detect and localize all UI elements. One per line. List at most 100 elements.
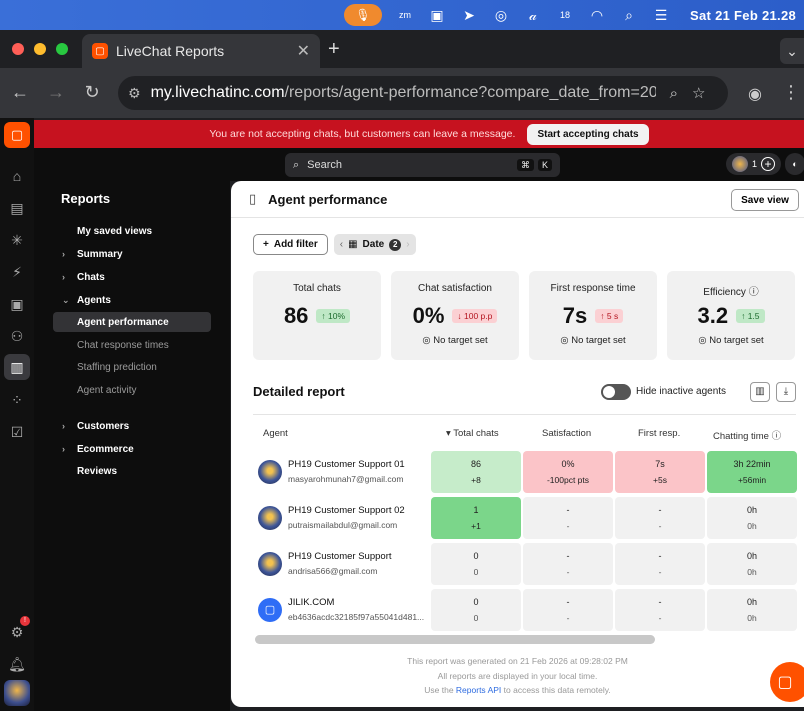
home-icon[interactable]: ⌂ <box>12 168 22 184</box>
automation-icon[interactable]: ⚡ <box>12 264 22 280</box>
address-bar[interactable]: ⚙ my.livechatinc.com/reports/agent-perfo… <box>118 76 728 110</box>
team-icon[interactable]: ⚇ <box>10 328 24 344</box>
settings-icon[interactable]: ⚙ <box>10 624 24 640</box>
chat-widget-button[interactable]: ▢ <box>770 662 804 702</box>
forward-button[interactable]: → <box>47 82 65 102</box>
chat-bubble-icon: ▢ <box>777 674 793 691</box>
apps-icon[interactable]: ⁘ <box>11 392 23 408</box>
profile-icon[interactable]: ◉ <box>748 86 762 103</box>
column-header-first-resp[interactable]: First resp. <box>638 428 681 439</box>
table-row[interactable]: PH19 Customer Support andrisa566@gmail.co… <box>258 551 392 576</box>
sidebar-item-customers[interactable]: › Customers <box>62 420 130 432</box>
agents-pill[interactable]: 1 + <box>726 153 782 175</box>
zoom-icon[interactable]: zm <box>399 10 412 20</box>
kpi-label: Total chats <box>293 283 341 294</box>
column-header-satisfaction[interactable]: Satisfaction <box>542 428 592 439</box>
cell-chatting-time: 0h 0h <box>707 497 797 539</box>
send-icon[interactable]: ➤ <box>463 6 475 23</box>
user-avatar[interactable] <box>4 680 30 706</box>
kpi-card-first-response-time[interactable]: First response time 7s ↑ 5 s ◎ No target … <box>529 271 657 360</box>
tab-close-icon[interactable]: ✕ <box>296 43 310 60</box>
window-close-button[interactable] <box>12 43 24 55</box>
window-zoom-button[interactable] <box>56 43 68 55</box>
sidebar-item-chats[interactable]: › Chats <box>62 271 105 283</box>
column-header-chatting-time[interactable]: Chatting time ⓘ <box>713 431 782 442</box>
table-row[interactable]: PH19 Customer Support 01 masyarohmunah7@g… <box>258 459 405 484</box>
chevron-left-icon[interactable]: ‹ <box>339 239 344 250</box>
column-header-total-chats[interactable]: ▾ Total chats <box>446 428 499 439</box>
kpi-card-efficiency[interactable]: Efficiency ⓘ 3.2 ↑ 1.5 ◎ No target set <box>667 271 795 360</box>
livechat-logo-icon[interactable]: ▢ <box>4 122 30 148</box>
control-center-icon[interactable]: ☰ <box>654 6 668 23</box>
reports-api-link[interactable]: Reports API <box>455 685 502 695</box>
back-button[interactable]: ← <box>11 82 29 102</box>
sidebar-item-chat-response-times[interactable]: Chat response times <box>77 339 169 351</box>
spotlight-search-icon[interactable]: ⌕ <box>625 6 633 23</box>
info-icon[interactable]: ⓘ <box>771 431 782 442</box>
wifi-icon[interactable]: ◠ <box>590 6 604 23</box>
footer-local-time: All reports are displayed in your local … <box>437 671 598 681</box>
sidebar-item-reviews[interactable]: Reviews <box>77 465 118 477</box>
microphone-icon[interactable]: 🎙 <box>344 4 383 26</box>
info-icon[interactable]: ⓘ <box>748 287 759 298</box>
archives-icon[interactable]: ▣ <box>10 296 24 312</box>
cell-first-resp: -- <box>615 497 705 539</box>
browser-tab[interactable]: ▢ LiveChat Reports ✕ <box>82 34 320 68</box>
date-filter-count: 2 <box>389 238 402 251</box>
sidebar-toggle-icon[interactable]: ▯ <box>249 191 257 206</box>
report-panel: ▯ Agent performance Save view + Add filte… <box>231 181 804 707</box>
sidebar-item-agents[interactable]: ⌄ Agents <box>62 294 111 306</box>
kpi-target[interactable]: ◎ No target set <box>560 335 626 346</box>
menubar-clock[interactable]: Sat 21 Feb 21.28 <box>690 7 796 23</box>
tab-search-button[interactable]: ⌄ <box>780 38 804 64</box>
table-row[interactable]: ▢ JILIK.COM eb4636acdc32185f97a55041d481.… <box>258 597 424 622</box>
kpi-target[interactable]: ◎ No target set <box>698 335 764 346</box>
notifications-bell-icon[interactable]: 🔔︎ <box>8 656 26 672</box>
window-minimize-button[interactable] <box>34 43 46 55</box>
global-search-input[interactable]: ⌕ Search ⌘ K <box>285 153 560 177</box>
reload-button[interactable]: ↻ <box>84 82 100 102</box>
bookmark-star-icon[interactable]: ☆ <box>691 85 706 102</box>
sidebar-item-agent-performance[interactable]: Agent performance <box>53 312 211 332</box>
cell-satisfaction: -- <box>523 497 613 539</box>
horizontal-scrollbar[interactable] <box>255 635 655 644</box>
ai-assistant-button[interactable]: ◐ <box>785 153 804 175</box>
sidebar-item-summary[interactable]: › Summary <box>62 248 123 260</box>
date-filter[interactable]: ‹ ▦ Date 2 › <box>333 234 416 255</box>
kpi-target[interactable]: ◎ No target set <box>422 335 488 346</box>
add-filter-button[interactable]: + Add filter <box>253 234 328 255</box>
download-icon[interactable]: ⤓ <box>776 382 796 402</box>
url-text[interactable]: my.livechatinc.com/reports/agent-perform… <box>150 84 656 101</box>
sidebar-item-staffing-prediction[interactable]: Staffing prediction <box>77 361 157 373</box>
sidebar-item-saved-views[interactable]: My saved views <box>77 225 153 237</box>
columns-icon[interactable]: ▥ <box>750 382 770 402</box>
add-icon[interactable]: + <box>761 157 776 171</box>
save-view-button[interactable]: Save view <box>731 189 799 211</box>
chevron-down-icon: ⌄ <box>62 294 70 305</box>
target-icon: ◎ <box>698 335 707 346</box>
search-shortcut: ⌘ K <box>513 159 552 171</box>
chats-icon[interactable]: ▤ <box>10 200 24 216</box>
site-info-icon[interactable]: ⚙ <box>128 84 141 101</box>
kpi-card-chat-satisfaction[interactable]: Chat satisfaction 0% ↓ 100 p.p ◎ No targe… <box>391 271 519 360</box>
chevron-right-icon[interactable]: › <box>406 239 410 250</box>
kpi-card-total-chats[interactable]: Total chats 86 ↑ 10% <box>253 271 381 360</box>
app-icon[interactable]: ▣ <box>430 6 444 23</box>
footer-generated: This report was generated on 21 Feb 2026… <box>407 656 628 666</box>
sidebar-item-agent-activity[interactable]: Agent activity <box>77 384 137 396</box>
browser-menu-icon[interactable]: ⋮ <box>782 82 800 102</box>
script-icon[interactable]: 𝒶 <box>529 6 537 23</box>
compass-icon[interactable]: ◎ <box>494 6 508 23</box>
new-tab-button[interactable]: + <box>328 38 340 60</box>
hide-inactive-toggle[interactable] <box>601 384 631 400</box>
reports-icon[interactable]: ▥ <box>10 359 24 375</box>
table-row[interactable]: PH19 Customer Support 02 putraismailabdul… <box>258 505 405 530</box>
start-accepting-chats-button[interactable]: Start accepting chats <box>527 123 649 145</box>
notification-count-icon[interactable]: 18 <box>560 10 571 20</box>
sidebar-item-ecommerce[interactable]: › Ecommerce <box>62 443 134 455</box>
engage-icon[interactable]: ✳ <box>11 232 23 248</box>
zoom-icon[interactable]: ⌕ <box>669 84 678 102</box>
tasks-icon[interactable]: ☑ <box>10 424 24 440</box>
reports-sidebar: Reports My saved views › Summary › Chats ⌄… <box>34 181 230 711</box>
